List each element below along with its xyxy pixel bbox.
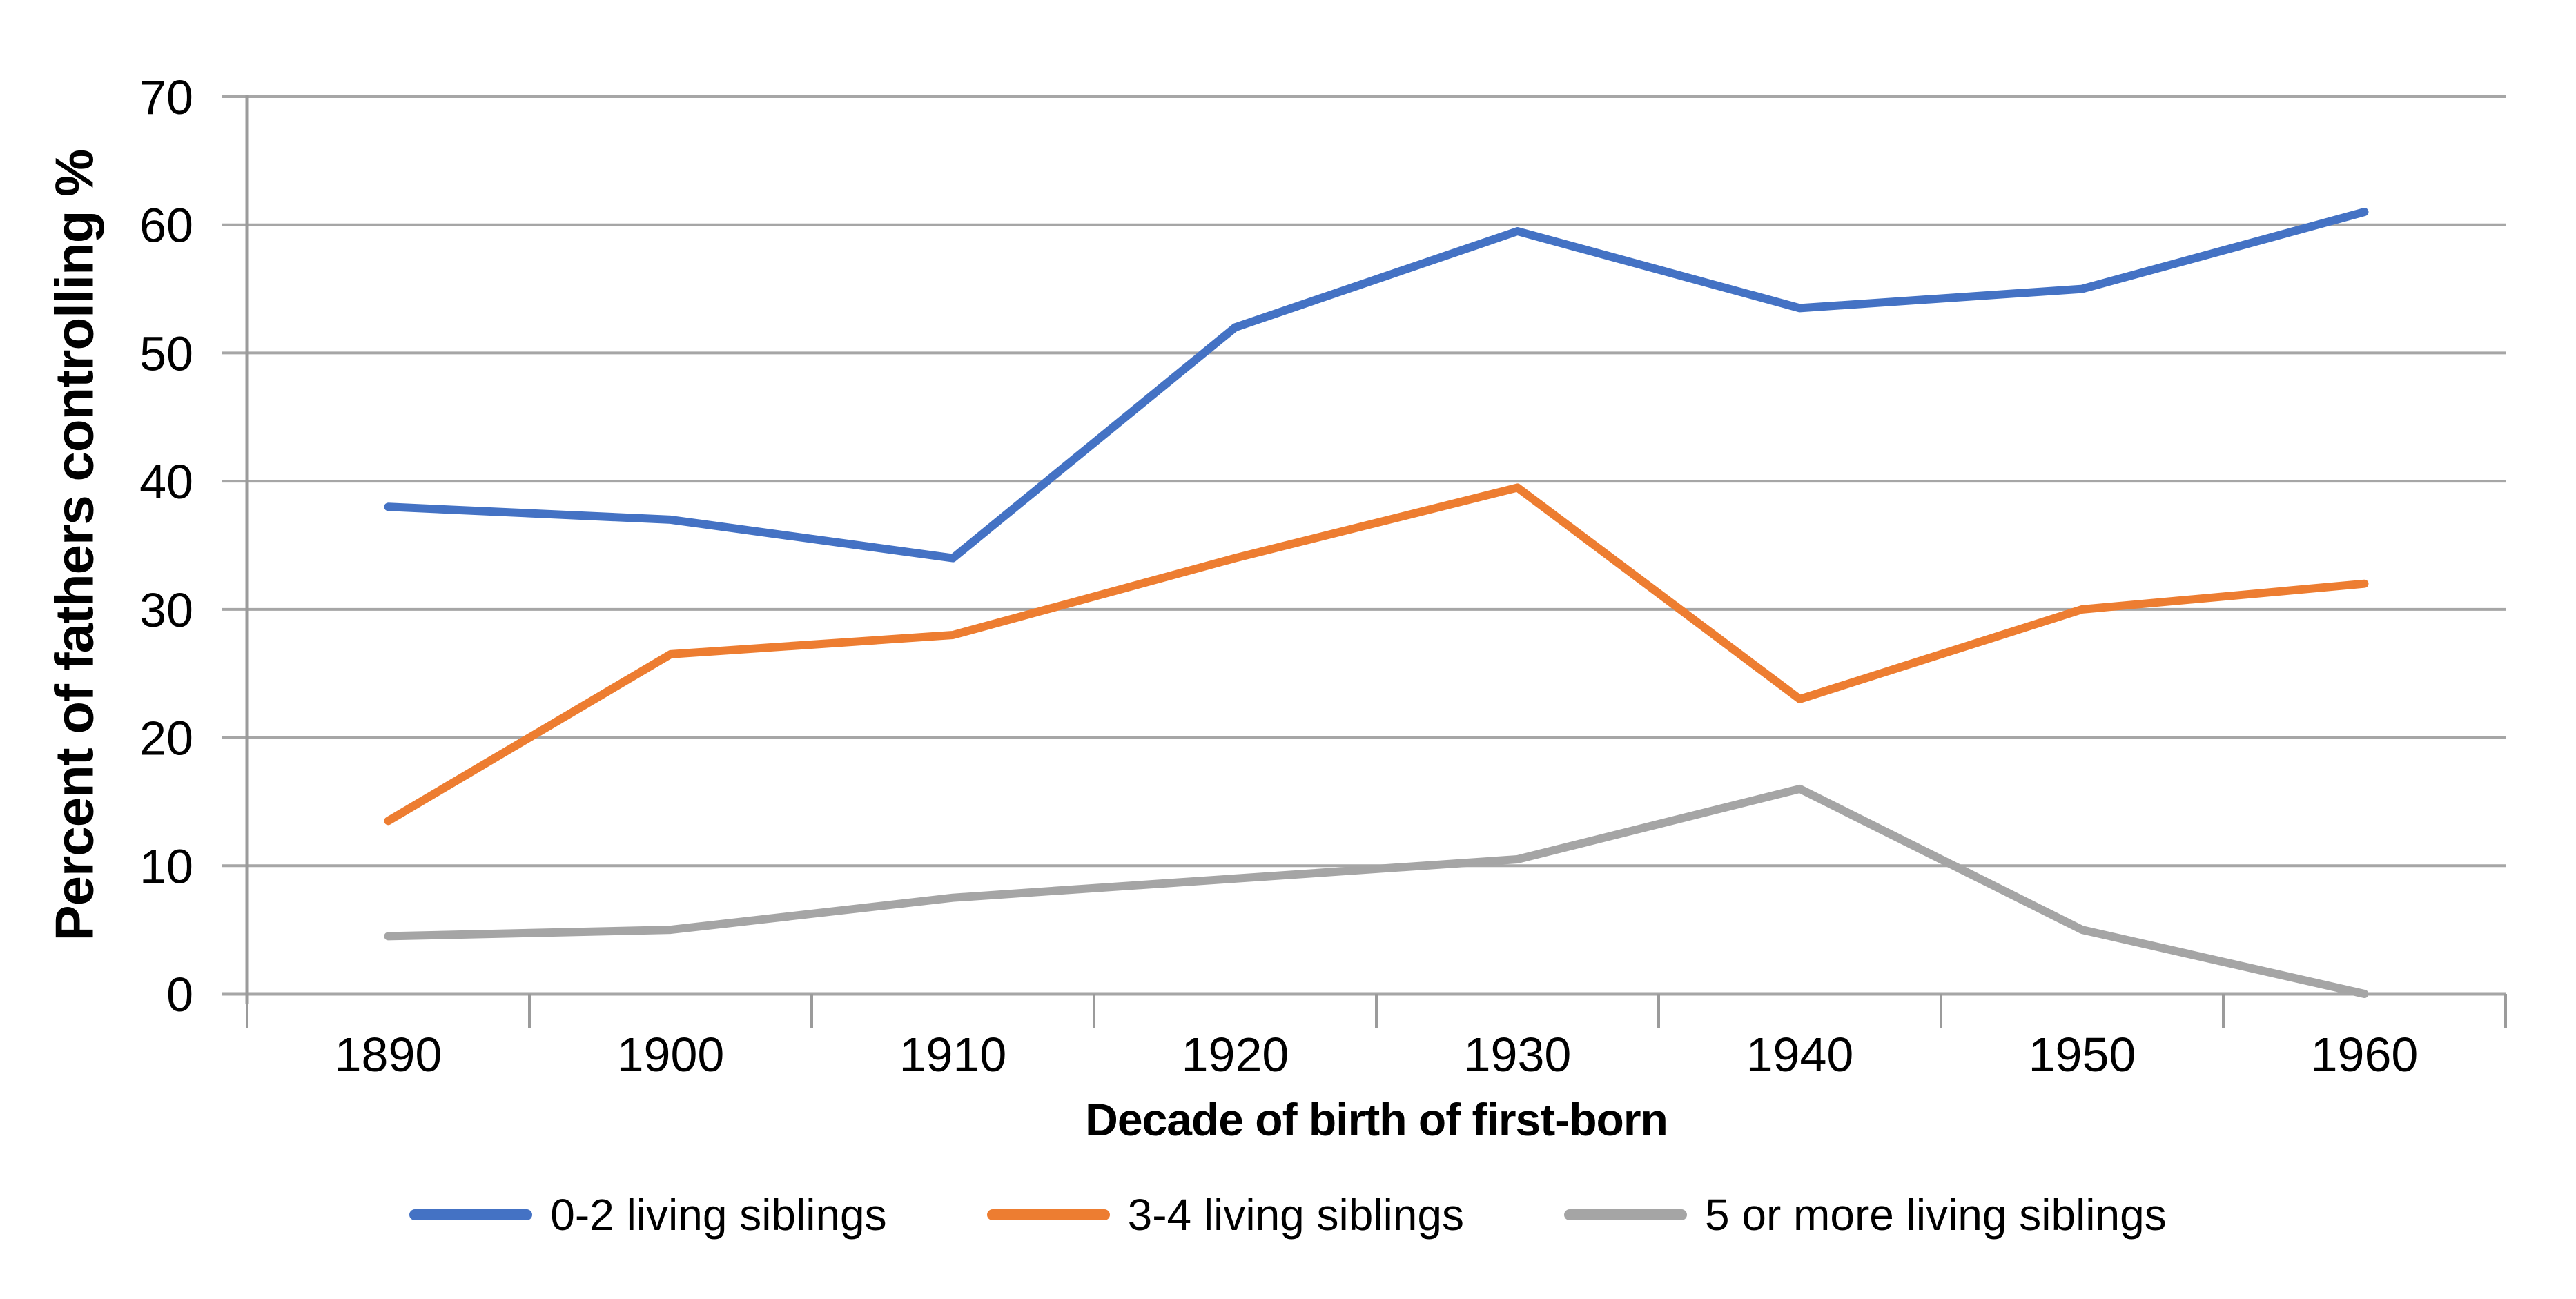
series-line-5-or-more-living-siblings (384, 784, 2369, 998)
legend-line-swatch (1563, 1209, 1687, 1220)
y-tick-label: 50 (139, 326, 193, 380)
x-tick-label: 1960 (2311, 1028, 2419, 1082)
series-line-3-4-living-siblings (384, 483, 2369, 826)
x-axis-title: Decade of birth of first-born (1085, 1094, 1668, 1145)
legend-item: 5 or more living siblings (1563, 1189, 2167, 1240)
legend-label: 3-4 living siblings (1127, 1190, 1464, 1240)
x-tick-label: 1950 (2029, 1028, 2136, 1082)
series-line-0-2-living-siblings (384, 208, 2369, 563)
x-tick-label: 1930 (1464, 1028, 1572, 1082)
y-tick-label: 60 (139, 199, 193, 253)
y-tick-label: 0 (166, 968, 193, 1022)
y-tick-label: 40 (139, 455, 193, 509)
x-tick-label: 1890 (335, 1028, 442, 1082)
legend-line-swatch (986, 1209, 1110, 1220)
legend-label: 5 or more living siblings (1704, 1190, 2167, 1240)
y-axis-title: Percent of fathers controlling % (43, 149, 105, 941)
x-tick-label: 1920 (1182, 1028, 1289, 1082)
legend-label: 0-2 living siblings (550, 1190, 887, 1240)
y-tick-label: 20 (139, 712, 193, 765)
y-tick-label: 10 (139, 839, 193, 893)
x-tick-label: 1910 (899, 1028, 1007, 1082)
legend-item: 3-4 living siblings (986, 1189, 1464, 1240)
x-tick-label: 1900 (617, 1028, 725, 1082)
legend-line-swatch (409, 1209, 533, 1220)
y-tick-label: 70 (139, 70, 193, 124)
legend: 0-2 living siblings 3-4 living siblings … (0, 1173, 2576, 1256)
legend-item: 0-2 living siblings (409, 1189, 887, 1240)
x-tick-label: 1940 (1746, 1028, 1854, 1082)
y-tick-label: 30 (139, 583, 193, 637)
